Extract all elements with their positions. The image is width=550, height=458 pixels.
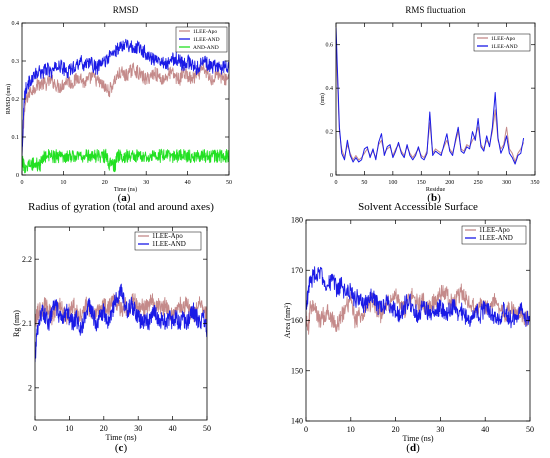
x-tick-label: 40 bbox=[185, 180, 191, 186]
x-axis-label: Time (ns) bbox=[402, 434, 433, 443]
y-tick-label: 2.1 bbox=[22, 319, 32, 328]
x-axis-label: Time (ns) bbox=[114, 186, 137, 193]
y-tick-label: 2.2 bbox=[22, 255, 32, 264]
chart-title: Solvent Accessible Surface bbox=[358, 201, 478, 213]
x-tick-label: 200 bbox=[445, 180, 454, 186]
legend-label: 1LEE-AND bbox=[152, 240, 186, 248]
x-tick-label: 10 bbox=[60, 180, 66, 186]
y-axis-label: RMSD (nm) bbox=[5, 84, 12, 114]
y-tick-label: 0.2 bbox=[12, 97, 20, 103]
series-group bbox=[336, 27, 525, 165]
chart-a: RMSD 0 10 20 30 40 50 0 0.1 0.2 0.3 0.4 Time (ns) RMS… bbox=[5, 5, 232, 204]
y-tick-label: 0 bbox=[330, 173, 333, 179]
x-tick-label: 30 bbox=[134, 424, 142, 433]
series-line bbox=[22, 62, 229, 157]
series-group bbox=[22, 38, 229, 174]
y-axis-label: (nm) bbox=[319, 93, 326, 105]
y-tick-label: 0 bbox=[16, 173, 19, 179]
y-tick-label: 160 bbox=[291, 316, 303, 325]
x-tick-label: 0 bbox=[33, 424, 37, 433]
x-tick-label: 0 bbox=[21, 180, 24, 186]
x-tick-label: 30 bbox=[143, 180, 149, 186]
x-tick-label: 10 bbox=[65, 424, 73, 433]
y-tick-label: 0.3 bbox=[12, 59, 20, 65]
x-tick-label: 0 bbox=[304, 425, 308, 434]
x-tick-label: 350 bbox=[531, 180, 540, 186]
y-tick-label: 0.4 bbox=[12, 21, 20, 27]
series-line bbox=[306, 266, 530, 329]
x-tick-label: 250 bbox=[474, 180, 483, 186]
panel-label: (a) bbox=[118, 192, 131, 204]
x-tick-label: 100 bbox=[388, 180, 397, 186]
x-tick-label: 50 bbox=[226, 180, 232, 186]
legend-box bbox=[134, 231, 202, 251]
x-tick-label: 20 bbox=[100, 424, 108, 433]
x-axis-label: Residue bbox=[426, 187, 446, 193]
x-tick-label: 40 bbox=[481, 425, 489, 434]
series-line bbox=[22, 148, 229, 174]
legend-label: 1LEE-Apo bbox=[193, 29, 217, 35]
x-tick-label: 20 bbox=[392, 425, 400, 434]
legend-box bbox=[461, 225, 527, 245]
legend-label: 1LEE-Apo bbox=[479, 226, 510, 234]
legend-label: AND-AND bbox=[193, 45, 219, 51]
legend-label: 1LEE-AND bbox=[491, 44, 518, 50]
x-tick-label: 20 bbox=[102, 180, 108, 186]
y-axis-label: Area (nm²) bbox=[283, 302, 292, 338]
series-line bbox=[306, 283, 530, 335]
series-line bbox=[35, 283, 207, 363]
y-axis-label: Rg (nm) bbox=[12, 310, 21, 337]
x-tick-label: 300 bbox=[502, 180, 511, 186]
panel-label: (d) bbox=[406, 442, 420, 454]
x-tick-label: 0 bbox=[335, 180, 338, 186]
chart-title: RMS fluctuation bbox=[405, 5, 466, 15]
panel-label: (b) bbox=[427, 192, 441, 204]
chart-b: RMS fluctuation 0 50 100 150 200 250 300 350 0 0.2… bbox=[319, 5, 540, 204]
y-tick-label: 170 bbox=[291, 266, 303, 275]
y-tick-label: 150 bbox=[291, 366, 303, 375]
y-tick-label: 0.4 bbox=[326, 86, 334, 92]
y-tick-label: 140 bbox=[291, 417, 303, 426]
x-axis-label: Time (ns) bbox=[105, 433, 136, 442]
series-line bbox=[22, 38, 229, 157]
legend-label: 1LEE-AND bbox=[479, 234, 513, 242]
y-tick-label: 2 bbox=[28, 384, 32, 393]
chart-c: Radius of gyration (total and around axe… bbox=[12, 201, 214, 454]
legend-label: 1LEE-AND bbox=[193, 37, 220, 43]
chart-title: Radius of gyration (total and around axe… bbox=[28, 201, 214, 213]
panel-label: (c) bbox=[115, 442, 128, 454]
legend-label: 1LEE-Apo bbox=[152, 232, 183, 240]
y-tick-label: 0.1 bbox=[12, 135, 20, 141]
x-tick-label: 10 bbox=[347, 425, 355, 434]
x-tick-label: 50 bbox=[361, 180, 367, 186]
chart-title: RMSD bbox=[113, 5, 139, 15]
x-tick-label: 50 bbox=[526, 425, 534, 434]
x-tick-label: 50 bbox=[203, 424, 211, 433]
x-tick-label: 150 bbox=[417, 180, 426, 186]
y-tick-label: 0.6 bbox=[326, 43, 334, 49]
series-group bbox=[35, 283, 207, 363]
y-tick-label: 0.2 bbox=[326, 130, 334, 136]
x-tick-label: 40 bbox=[169, 424, 177, 433]
x-tick-label: 30 bbox=[436, 425, 444, 434]
y-tick-label: 180 bbox=[291, 216, 303, 225]
chart-d: Solvent Accessible Surface 0 10 20 30 40 50 140… bbox=[283, 201, 534, 454]
legend-label: 1LEE-Apo bbox=[491, 36, 515, 42]
series-group bbox=[306, 266, 530, 335]
series-line bbox=[336, 27, 525, 165]
plot-frame bbox=[335, 22, 536, 176]
